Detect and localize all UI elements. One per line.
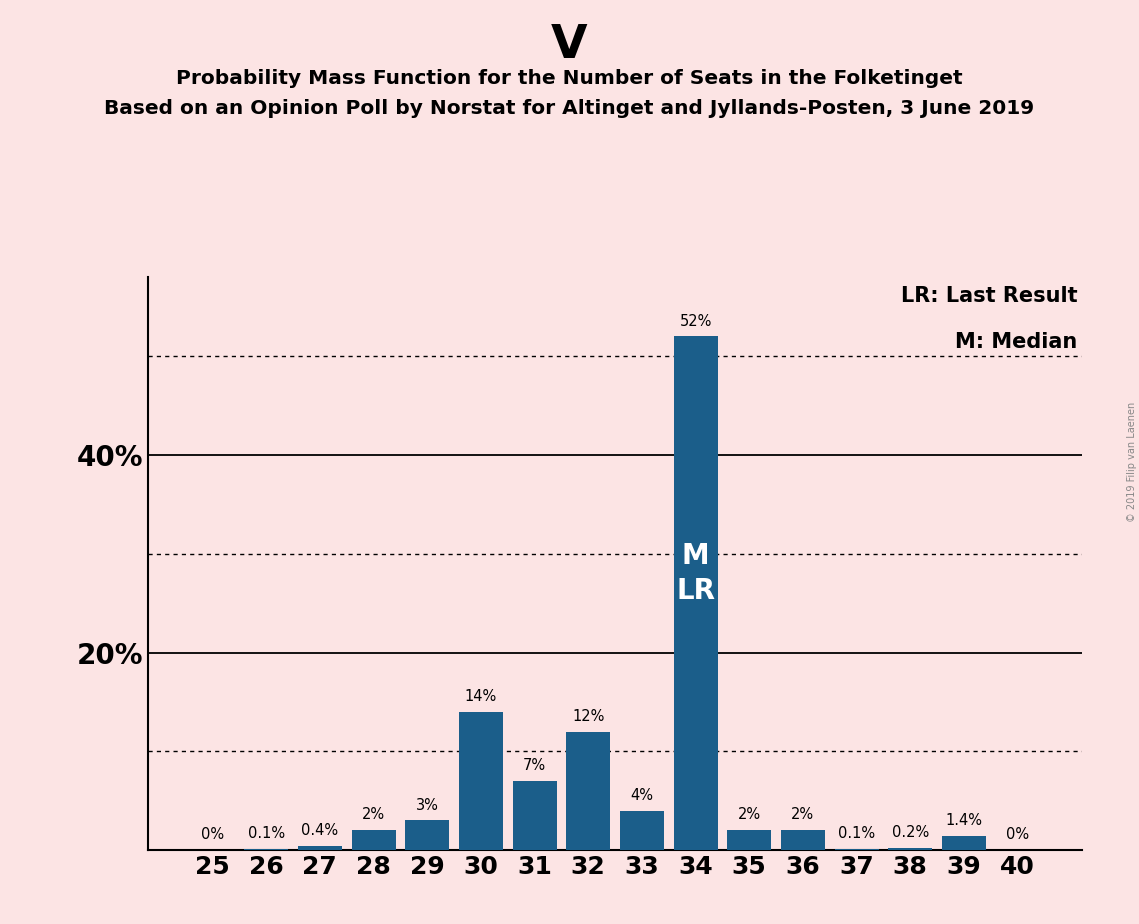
- Bar: [673, 336, 718, 850]
- Text: 52%: 52%: [679, 313, 712, 329]
- Text: 0%: 0%: [200, 827, 224, 842]
- Text: 0.1%: 0.1%: [838, 826, 875, 841]
- Bar: [620, 810, 664, 850]
- Bar: [888, 848, 932, 850]
- Text: 12%: 12%: [572, 709, 605, 723]
- Bar: [298, 846, 342, 850]
- Bar: [405, 821, 449, 850]
- Bar: [942, 836, 986, 850]
- Text: 2%: 2%: [738, 808, 761, 822]
- Text: © 2019 Filip van Laenen: © 2019 Filip van Laenen: [1126, 402, 1137, 522]
- Text: 0%: 0%: [1006, 827, 1030, 842]
- Bar: [459, 711, 503, 850]
- Bar: [781, 831, 825, 850]
- Text: LR: Last Result: LR: Last Result: [901, 286, 1077, 306]
- Text: Probability Mass Function for the Number of Seats in the Folketinget: Probability Mass Function for the Number…: [177, 69, 962, 89]
- Text: Based on an Opinion Poll by Norstat for Altinget and Jyllands-Posten, 3 June 201: Based on an Opinion Poll by Norstat for …: [105, 99, 1034, 118]
- Text: M: Median: M: Median: [956, 332, 1077, 352]
- Text: 0.4%: 0.4%: [302, 823, 338, 838]
- Text: 1.4%: 1.4%: [945, 813, 983, 828]
- Text: M
LR: M LR: [677, 542, 715, 605]
- Text: 0.1%: 0.1%: [247, 826, 285, 841]
- Bar: [352, 831, 395, 850]
- Text: 14%: 14%: [465, 689, 497, 704]
- Bar: [513, 781, 557, 850]
- Bar: [244, 849, 288, 850]
- Text: 2%: 2%: [792, 808, 814, 822]
- Text: 2%: 2%: [362, 808, 385, 822]
- Text: 3%: 3%: [416, 797, 439, 812]
- Bar: [727, 831, 771, 850]
- Text: 4%: 4%: [630, 787, 654, 803]
- Bar: [566, 732, 611, 850]
- Text: V: V: [551, 23, 588, 68]
- Bar: [835, 849, 878, 850]
- Text: 7%: 7%: [523, 758, 546, 773]
- Text: 0.2%: 0.2%: [892, 825, 929, 840]
